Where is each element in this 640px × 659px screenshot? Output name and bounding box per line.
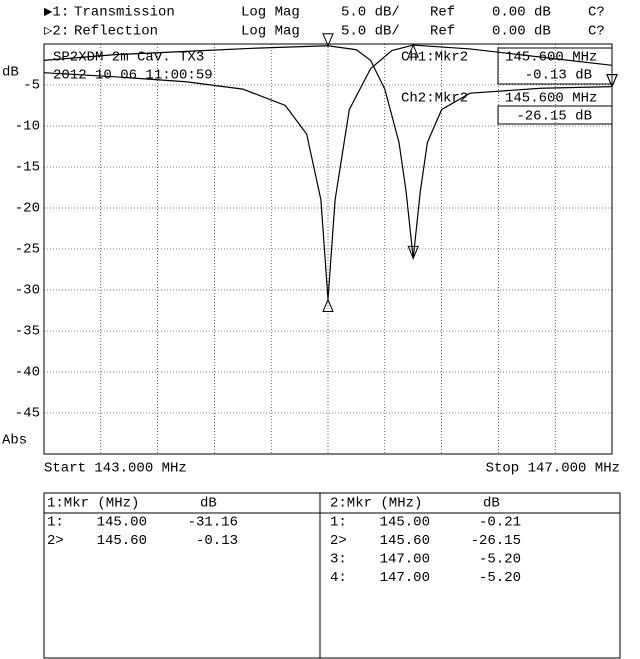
marker [407, 245, 419, 260]
marker-value: -0.21 [479, 515, 521, 531]
table-title: 2:Mkr (MHz) [330, 496, 422, 512]
y-tick-label: -35 [15, 324, 40, 340]
trace [43, 45, 613, 259]
readout-freq: 145.600 MHz [505, 91, 597, 107]
marker-value: -0.13 [196, 533, 238, 549]
y-axis-label: Abs [2, 433, 27, 449]
y-tick-label: -15 [15, 160, 40, 176]
marker-freq: 145.60 [97, 533, 147, 549]
marker-freq: 145.60 [380, 533, 430, 549]
trace [43, 44, 613, 300]
readout-value: -26.15 dB [516, 109, 592, 125]
readout-value: -0.13 dB [525, 68, 592, 84]
annotation: 2012 10 06 11:00:59 [53, 68, 213, 84]
y-tick-label: -40 [15, 365, 40, 381]
marker-id: 1: [47, 515, 64, 531]
ref-label: Ref [430, 5, 455, 21]
scale: 5.0 dB/ [341, 24, 400, 40]
format: Log Mag [241, 24, 300, 40]
marker-freq: 145.00 [380, 515, 430, 531]
y-tick-label: -45 [15, 406, 40, 422]
y-axis-label: dB [2, 65, 19, 81]
y-tick-label: -20 [15, 201, 40, 217]
table-unit: dB [200, 496, 217, 512]
y-tick-label: -5 [23, 78, 40, 94]
annotation: SP2XDM 2m Cav. TX3 [53, 50, 204, 66]
status: C? [588, 5, 605, 21]
channel-name: Transmission [74, 5, 175, 21]
marker [606, 74, 618, 88]
marker [322, 298, 334, 313]
table-title: 1:Mkr (MHz) [47, 496, 139, 512]
marker-freq: 147.00 [380, 552, 430, 568]
marker-value: -5.20 [479, 552, 521, 568]
readout-title: Ch2:Mkr2 [401, 91, 468, 107]
marker-freq: 145.00 [97, 515, 147, 531]
y-tick-label: -10 [15, 119, 40, 135]
marker-value: -31.16 [188, 515, 238, 531]
marker-value: -5.20 [479, 570, 521, 586]
start-label: Start 143.000 MHz [44, 461, 187, 477]
channel-marker: ▷2: [44, 24, 69, 40]
marker-freq: 147.00 [380, 570, 430, 586]
marker [407, 43, 419, 58]
ref-label: Ref [430, 24, 455, 40]
status: C? [588, 24, 605, 40]
y-tick-label: -25 [15, 242, 40, 258]
table-frame [43, 492, 621, 659]
marker-id: 1: [330, 515, 347, 531]
marker-id: 3: [330, 552, 347, 568]
format: Log Mag [241, 5, 300, 21]
stop-label: Stop 147.000 MHz [486, 461, 620, 477]
channel-name: Reflection [74, 24, 158, 40]
marker-value: -26.15 [471, 533, 521, 549]
marker-id: 4: [330, 570, 347, 586]
marker-id: 2> [47, 533, 64, 549]
ref: 0.00 dB [492, 24, 551, 40]
ref: 0.00 dB [492, 5, 551, 21]
marker [322, 33, 334, 48]
scale: 5.0 dB/ [341, 5, 400, 21]
readout-title: Ch1:Mkr2 [401, 50, 468, 66]
table-unit: dB [483, 496, 500, 512]
channel-marker: ▶1: [44, 5, 69, 21]
marker-id: 2> [330, 533, 347, 549]
readout-box [497, 105, 613, 125]
y-tick-label: -30 [15, 283, 40, 299]
